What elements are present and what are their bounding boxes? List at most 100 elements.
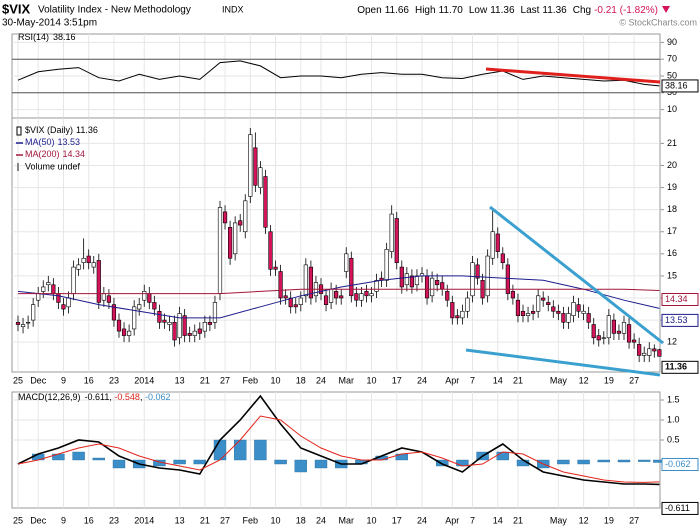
- value-box-label: 14.34: [665, 294, 688, 304]
- candle-body: [551, 306, 556, 312]
- indicator-label: RSI(14) 38.16: [18, 32, 76, 42]
- candle-body: [61, 304, 66, 310]
- quote: Open 11.66 High 11.70 Low 11.36 Last 11.36 Chg -0…: [357, 5, 658, 16]
- x-tick-label: 23: [109, 375, 119, 385]
- candle-body: [470, 262, 475, 297]
- candle-body: [303, 264, 308, 297]
- histogram-bar: [294, 459, 307, 473]
- candle-body: [460, 310, 465, 319]
- value-box-label: -0.062: [665, 459, 691, 469]
- candle-body: [515, 299, 521, 316]
- value-box: [661, 501, 699, 515]
- x-tick-label: 12: [579, 375, 589, 385]
- candle-body: [66, 297, 71, 308]
- candle-body: [566, 313, 571, 323]
- candle-body: [490, 231, 495, 259]
- candle-body: [404, 273, 409, 286]
- y-tick-label: 21: [667, 138, 677, 148]
- legend-name: MA(200): [25, 149, 60, 159]
- candle-body: [389, 213, 394, 252]
- y-tick-label: 70: [667, 54, 677, 64]
- candle-body: [248, 134, 253, 197]
- x-tick-label: 21: [513, 515, 523, 525]
- candle-body: [217, 207, 223, 294]
- candle-body: [41, 286, 46, 292]
- candle-body: [485, 255, 490, 297]
- legend-entry: MA(50) 13.53: [25, 137, 80, 147]
- histogram-bar: [436, 459, 449, 467]
- candle-body: [344, 253, 349, 272]
- histogram-bar: [597, 459, 610, 463]
- candle-body: [435, 280, 440, 286]
- legend-swatch: [17, 163, 19, 171]
- x-tick-label: 14: [493, 515, 503, 525]
- histogram-bar: [112, 459, 126, 469]
- down-arrow: [662, 6, 670, 13]
- value-box: [661, 360, 699, 374]
- candle-body: [556, 310, 561, 314]
- y-tick-label: 17: [667, 226, 677, 236]
- histogram-bar: [638, 459, 651, 462]
- candle-body: [455, 315, 460, 319]
- quote-value: 11.36: [542, 5, 567, 16]
- quote-value: 11.66: [385, 5, 410, 16]
- panel-frame: [11, 117, 661, 373]
- candle-body: [561, 313, 566, 323]
- x-tick-label: 17: [392, 375, 402, 385]
- candle-body: [354, 293, 359, 301]
- legend-value: 11.36: [76, 125, 98, 135]
- candle-body: [127, 330, 132, 336]
- candle-body: [536, 295, 541, 312]
- y-tick-label: 10: [667, 104, 677, 114]
- histogram-bar: [92, 457, 106, 461]
- candle-body: [606, 315, 611, 339]
- moving-average: [17, 275, 660, 319]
- candle-body: [253, 147, 258, 186]
- x-tick-label: 2014: [134, 515, 154, 525]
- quote-label: Low: [469, 5, 488, 16]
- candle-body: [652, 348, 657, 352]
- candle-body: [657, 349, 662, 357]
- legend-entry: Volume undef: [25, 161, 81, 171]
- candle-body: [273, 266, 278, 270]
- candle-body: [424, 275, 430, 299]
- candle-body: [147, 293, 152, 303]
- y-tick-label: 12: [667, 337, 677, 347]
- value-box: [661, 313, 699, 327]
- candle-body: [56, 293, 61, 303]
- candle-body: [642, 352, 647, 356]
- candle-body: [121, 328, 127, 336]
- candle-body: [399, 266, 404, 288]
- trend-line: [489, 205, 664, 345]
- candle-body: [222, 211, 228, 224]
- candle-body: [243, 200, 248, 233]
- x-tick-label: 23: [109, 515, 119, 525]
- candle-body: [440, 282, 445, 290]
- x-tick-label: May: [550, 375, 568, 385]
- histogram-bar: [213, 439, 227, 461]
- indicator-title: RSI(14): [18, 32, 49, 42]
- x-tick-label: 21: [200, 515, 210, 525]
- candle-body: [586, 313, 591, 323]
- panel-frame: [11, 391, 661, 509]
- candle-body: [334, 291, 339, 299]
- candle-body: [374, 280, 379, 292]
- x-tick-label: 9: [61, 375, 66, 385]
- candle-body: [197, 328, 202, 334]
- histogram-bar: [314, 459, 328, 469]
- histogram-bar: [173, 459, 186, 465]
- indicator-value: -0.611: [85, 392, 110, 402]
- quote-value: 11.70: [439, 5, 464, 16]
- x-tick-label: 19: [604, 375, 614, 385]
- x-tick-label: Dec: [30, 515, 47, 525]
- candle-body: [238, 220, 243, 226]
- candle-body: [505, 264, 510, 294]
- candle-body: [323, 295, 329, 305]
- x-tick-label: 18: [296, 515, 306, 525]
- candle-body: [571, 302, 576, 316]
- x-tick-label: 16: [84, 375, 94, 385]
- candle-body: [157, 310, 162, 323]
- candle-body: [15, 322, 21, 325]
- indicator-title: MACD(12,26,9): [18, 392, 81, 402]
